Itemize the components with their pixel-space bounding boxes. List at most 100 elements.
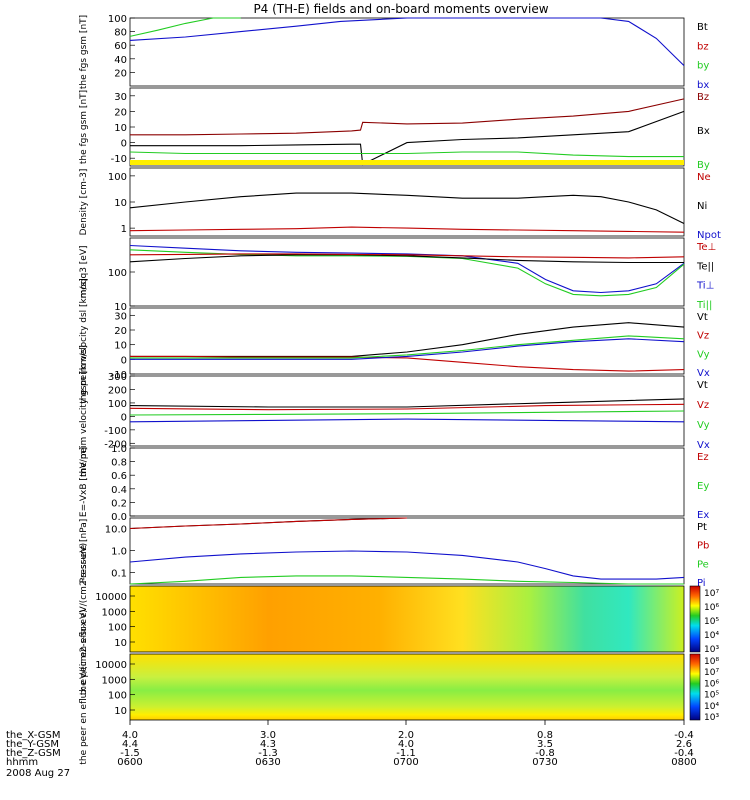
- x-row-label: the_Z-GSM: [6, 748, 61, 759]
- panel-ylabel: the fgs gsm [nT]: [79, 15, 89, 89]
- y-tick-label: 10: [114, 706, 127, 717]
- legend-label: Vy: [697, 420, 710, 431]
- colorbar-tick-label: 10³: [704, 713, 719, 723]
- y-tick-label: -10: [111, 370, 127, 381]
- x-row-value: 4.0: [398, 739, 414, 750]
- panel-ylabel: the fgs gsm [nT]: [79, 90, 89, 164]
- y-tick-label: 100: [108, 691, 127, 702]
- x-row-value: 0700: [393, 757, 418, 768]
- spectrogram-image: [130, 586, 684, 652]
- x-row-value: 4.4: [122, 739, 138, 750]
- panel-frame: [129, 447, 685, 517]
- y-tick-label: 100: [108, 268, 127, 279]
- y-tick-label: 0.6: [111, 471, 127, 482]
- y-tick-label: 60: [114, 41, 127, 52]
- x-row-value: 2.0: [398, 730, 414, 741]
- legend-label: Te||: [696, 261, 714, 272]
- x-row-value: 2.6: [676, 739, 692, 750]
- y-tick-label: 10.0: [105, 524, 127, 535]
- panel-7: E=-VxB [mV/m] 1.0 0.8 0.6 0.4 0.2 0.0 Ez Ey Ex: [79, 444, 709, 523]
- legend-label: Vt: [697, 312, 708, 323]
- x-row-value: -0.4: [674, 748, 694, 759]
- y-tick-label: 30: [114, 311, 127, 322]
- x-row-label: the_X-GSM: [6, 730, 60, 741]
- quality-flag-bar: [130, 160, 684, 165]
- legend-label: bx: [697, 80, 709, 91]
- legend-label: Vz: [697, 331, 709, 342]
- x-row-value: 4.3: [260, 739, 276, 750]
- y-tick-label: 20: [114, 68, 127, 79]
- legend-label: Pi: [697, 578, 706, 589]
- y-tick-label: 20: [114, 107, 127, 118]
- colorbar-tick-label: 10⁷: [704, 589, 719, 599]
- series-line-Ti||: [129, 249, 685, 297]
- y-tick-label: 100: [108, 399, 127, 410]
- spectrogram-image: [130, 654, 684, 720]
- legend-label: Pe: [697, 559, 709, 570]
- colorbar-tick-label: 10⁶: [704, 679, 719, 689]
- x-row-value: 3.0: [260, 730, 276, 741]
- panel-3: Density [cm-3] 100 10 1 Ne Ni Npot: [79, 167, 721, 241]
- x-row-value: -1.5: [120, 748, 140, 759]
- y-tick-label: 100: [108, 623, 127, 634]
- series-line-Ti⊥: [129, 244, 685, 294]
- series-line-Vz: [130, 355, 685, 372]
- x-row-value: -0.8: [535, 748, 555, 759]
- panel-ylabel: the peim velocity dsl [km/s]: [79, 278, 89, 404]
- y-tick-label: 40: [114, 55, 127, 66]
- panel-ylabel: the peim velocity gsm [km/s]: [79, 345, 89, 477]
- y-tick-label: 1.0: [111, 546, 127, 557]
- colorbar-tick-label: 10⁷: [704, 668, 719, 678]
- colorbar-tick-label: 10⁸: [704, 657, 719, 667]
- colorbar-tick-label: 10⁴: [704, 702, 719, 712]
- y-tick-label: 0.4: [111, 485, 127, 496]
- panel-2: the fgs gsm [nT] 30 20 10 0 -10 Bz Bx By: [79, 87, 710, 171]
- colorbar-tick-label: 10⁵: [704, 691, 719, 701]
- y-tick-label: -200: [104, 439, 127, 450]
- x-axis-labels: the_X-GSM 4.0 3.0 2.0 0.8 -0.4 the_Y-GSM 4.4 4.3…: [6, 720, 697, 768]
- legend-label: Ni: [697, 201, 707, 212]
- colorbar-tick-label: 10⁴: [704, 631, 719, 641]
- y-tick-label: 0: [121, 355, 127, 366]
- series-line-Vx: [129, 418, 685, 423]
- legend-label: Vy: [697, 349, 710, 360]
- x-row-value: 0730: [532, 757, 557, 768]
- y-tick-label: 100: [108, 14, 127, 25]
- y-tick-label: 1: [121, 224, 127, 235]
- y-tick-label: 0.0: [111, 512, 127, 523]
- legend-label: Te⊥: [696, 242, 716, 253]
- x-row-value: 0800: [671, 757, 696, 768]
- panel-frame: [129, 87, 685, 167]
- legend-label: Ne: [697, 172, 711, 183]
- y-tick-label: -100: [104, 426, 127, 437]
- legend-label: Vt: [697, 380, 708, 391]
- series-line-Bz: [130, 98, 685, 136]
- figure-title: P4 (TH-E) fields and on-board moments ov…: [253, 2, 548, 16]
- legend-label: Bx: [697, 126, 710, 137]
- series-line-by: [129, 17, 241, 37]
- series-line-Vz: [129, 403, 685, 411]
- y-tick-label: -10: [111, 154, 127, 165]
- x-row-value: 4.0: [122, 730, 138, 741]
- colorbar-tick-label: 10³: [704, 645, 719, 655]
- panel-frame: [129, 585, 685, 653]
- panel-frame: [129, 517, 685, 585]
- y-tick-label: 200: [108, 385, 127, 396]
- panel-frame: [129, 307, 685, 375]
- series-line-Vx: [130, 338, 685, 360]
- colorbar-tick-label: 10⁶: [704, 603, 719, 613]
- x-row-value: -1.1: [396, 748, 416, 759]
- y-tick-label: 100: [108, 172, 127, 183]
- series-line-Pb: [129, 517, 408, 530]
- panel-ylabel: E=-VxB [mV/m]: [79, 447, 89, 517]
- legend-label: Vx: [697, 368, 710, 379]
- x-row-value: -0.4: [674, 730, 694, 741]
- y-tick-label: 1.0: [111, 444, 127, 455]
- panel-6: the peim velocity gsm [km/s] 300 200 100 0 -1…: [79, 345, 710, 477]
- legend-label: Vx: [697, 440, 710, 451]
- y-tick-label: 0: [121, 412, 127, 423]
- panel-frame: [129, 375, 685, 447]
- colorbar: [689, 585, 701, 653]
- x-row-value: 3.5: [537, 739, 553, 750]
